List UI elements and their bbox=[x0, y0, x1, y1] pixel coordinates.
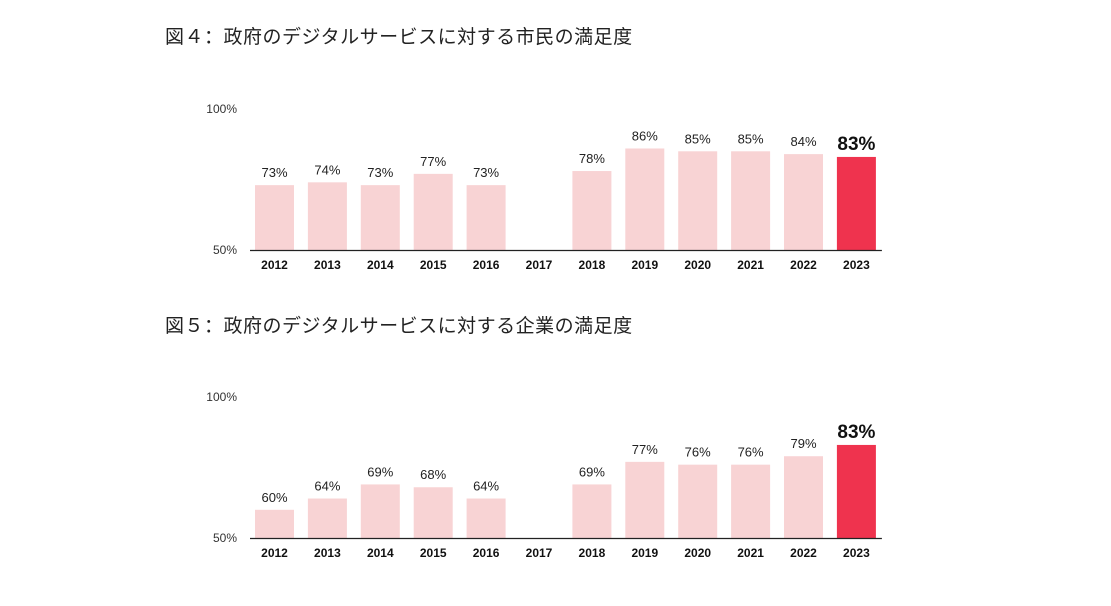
value-label-2023: 83% bbox=[837, 422, 875, 443]
x-tick-label-2015: 2015 bbox=[420, 258, 447, 272]
bar-2013 bbox=[307, 182, 347, 250]
x-tick-label-2022: 2022 bbox=[790, 546, 817, 560]
value-label-2014: 69% bbox=[367, 464, 393, 479]
figure-5-title: 図５：政府のデジタルサービスに対する企業の満足度 bbox=[165, 315, 633, 337]
value-label-2014: 73% bbox=[367, 165, 393, 180]
bar-2013 bbox=[307, 498, 347, 538]
bar-2019 bbox=[625, 461, 665, 538]
citizen-satisfaction-bar-chart: 100% 50% 73% 2012 74% 2013 73% 2014 77% 2015 73% 20… bbox=[206, 102, 882, 272]
x-tick-label-2018: 2018 bbox=[579, 258, 606, 272]
x-tick-label-2015: 2015 bbox=[420, 546, 447, 560]
bar-2014 bbox=[360, 484, 400, 538]
bar-2023 bbox=[836, 156, 876, 250]
value-label-2016: 73% bbox=[473, 165, 499, 180]
value-label-2022: 84% bbox=[790, 134, 816, 149]
bar-2022 bbox=[784, 456, 823, 538]
value-label-2013: 74% bbox=[314, 162, 340, 177]
bar-2014 bbox=[360, 185, 400, 250]
value-label-2018: 78% bbox=[579, 151, 605, 166]
x-tick-label-2018: 2018 bbox=[579, 546, 606, 560]
bar-2018 bbox=[572, 171, 612, 250]
bar-2012 bbox=[255, 185, 294, 250]
value-label-2020: 76% bbox=[685, 445, 711, 460]
x-tick-label-2019: 2019 bbox=[631, 546, 658, 560]
x-tick-label-2023: 2023 bbox=[843, 546, 870, 560]
value-label-2013: 64% bbox=[314, 479, 340, 494]
x-tick-label-2022: 2022 bbox=[790, 258, 817, 272]
y-tick-label-top: 100% bbox=[206, 102, 237, 116]
x-tick-label-2020: 2020 bbox=[684, 258, 711, 272]
bar-2020 bbox=[678, 151, 718, 250]
x-tick-label-2017: 2017 bbox=[526, 258, 553, 272]
value-label-2020: 85% bbox=[685, 131, 711, 146]
bar-2019 bbox=[625, 148, 665, 250]
bar-2021 bbox=[731, 151, 771, 250]
bar-2020 bbox=[678, 464, 718, 538]
value-label-2015: 77% bbox=[420, 154, 446, 169]
business-satisfaction-bar-chart: 100% 50% 60% 2012 64% 2013 69% 2014 68% 2015 64% 20… bbox=[206, 390, 882, 560]
bar-2021 bbox=[731, 464, 771, 538]
x-tick-label-2013: 2013 bbox=[314, 258, 341, 272]
x-tick-label-2023: 2023 bbox=[843, 258, 870, 272]
x-tick-label-2017: 2017 bbox=[526, 546, 553, 560]
value-label-2015: 68% bbox=[420, 467, 446, 482]
bar-2015 bbox=[413, 487, 453, 538]
x-tick-label-2020: 2020 bbox=[684, 546, 711, 560]
value-label-2012: 73% bbox=[261, 165, 287, 180]
value-label-2021: 85% bbox=[738, 131, 764, 146]
x-tick-label-2012: 2012 bbox=[261, 546, 288, 560]
value-label-2023: 83% bbox=[837, 134, 875, 155]
x-tick-label-2012: 2012 bbox=[261, 258, 288, 272]
y-tick-label-bottom: 50% bbox=[213, 531, 237, 545]
bar-2016 bbox=[466, 185, 506, 250]
x-tick-label-2014: 2014 bbox=[367, 258, 394, 272]
x-tick-label-2016: 2016 bbox=[473, 258, 500, 272]
bar-2023 bbox=[836, 444, 876, 538]
bar-2016 bbox=[466, 498, 506, 538]
bar-2022 bbox=[784, 154, 823, 250]
value-label-2016: 64% bbox=[473, 479, 499, 494]
y-tick-label-top: 100% bbox=[206, 390, 237, 404]
x-tick-label-2016: 2016 bbox=[473, 546, 500, 560]
value-label-2022: 79% bbox=[790, 436, 816, 451]
x-tick-label-2019: 2019 bbox=[631, 258, 658, 272]
bar-2018 bbox=[572, 484, 612, 538]
value-label-2019: 77% bbox=[632, 442, 658, 457]
x-tick-label-2013: 2013 bbox=[314, 546, 341, 560]
value-label-2019: 86% bbox=[632, 128, 658, 143]
value-label-2018: 69% bbox=[579, 464, 605, 479]
x-tick-label-2021: 2021 bbox=[737, 546, 764, 560]
x-tick-label-2014: 2014 bbox=[367, 546, 394, 560]
bar-2015 bbox=[413, 173, 453, 250]
value-label-2012: 60% bbox=[261, 490, 287, 505]
value-label-2021: 76% bbox=[738, 445, 764, 460]
bar-2012 bbox=[255, 509, 294, 538]
x-tick-label-2021: 2021 bbox=[737, 258, 764, 272]
figure-4-title: 図４：政府のデジタルサービスに対する市民の満足度 bbox=[165, 26, 633, 48]
y-tick-label-bottom: 50% bbox=[213, 243, 237, 257]
